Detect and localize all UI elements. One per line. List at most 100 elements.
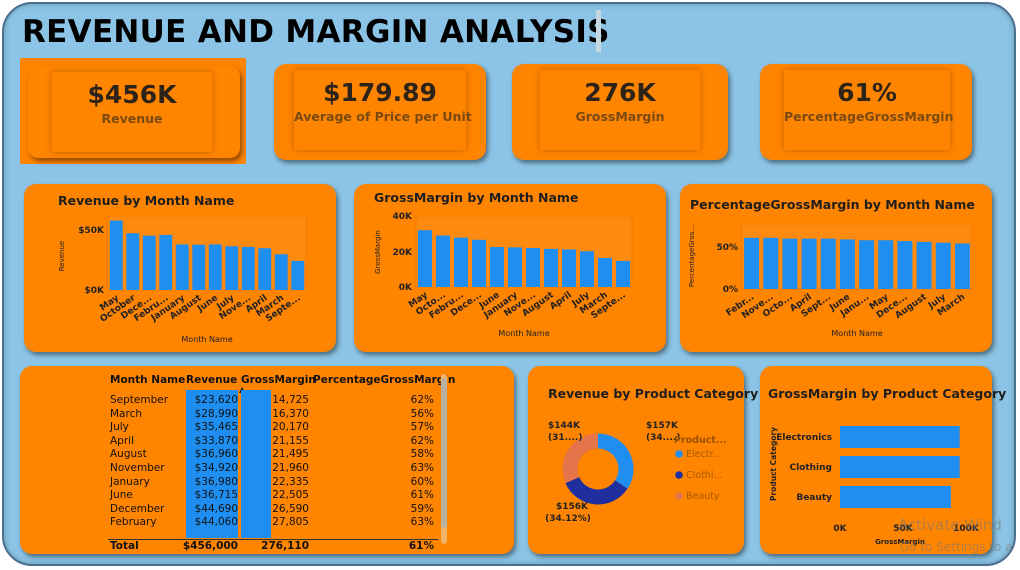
kpi-gross-margin-label: GrossMargin <box>575 109 665 124</box>
header-grossmargin[interactable]: GrossMargin <box>241 374 316 386</box>
hbar-2 <box>840 486 951 508</box>
chart-grossmargin-by-month[interactable]: GrossMargin by Month Name May Octo... Febr… <box>354 184 666 352</box>
cell-month: January <box>110 475 150 488</box>
bar-3 <box>471 239 487 287</box>
bar-6 <box>525 248 541 287</box>
y-tick-label: 0% <box>723 285 738 295</box>
kpi-revenue-value: $456K <box>87 80 177 109</box>
bar-4 <box>820 238 836 289</box>
header-month-name[interactable]: Month Name <box>110 374 186 386</box>
grossmargin-data-bars <box>241 390 271 538</box>
cell-month: August <box>110 448 147 461</box>
cell-month: September <box>110 394 169 406</box>
y-tick-label: 20K <box>393 248 414 258</box>
data-label-value: $144K <box>548 421 581 431</box>
kpi-pct-gross-margin-label: PercentageGrossMargin <box>784 109 954 124</box>
y-tick-label: 0K <box>399 283 413 293</box>
bar-7 <box>543 248 559 287</box>
cell-revenue: $28,990 <box>194 407 238 420</box>
cell-month: February <box>110 516 157 529</box>
bar-2 <box>453 237 469 287</box>
bar-3 <box>159 234 173 290</box>
bar-9 <box>916 241 932 289</box>
chart-revenue-by-category[interactable]: Revenue by Product Category $157K (34....… <box>528 366 758 554</box>
cell-grossmargin: 21,495 <box>272 448 309 461</box>
bar-8 <box>561 249 577 287</box>
bar-10 <box>274 254 288 290</box>
bar-11 <box>954 243 970 289</box>
y-axis-label: Revenue <box>58 241 66 272</box>
kpi-card-pct-gross-margin[interactable]: 61% PercentageGrossMargin <box>760 64 972 160</box>
legend-title: Product... <box>674 435 727 446</box>
donut-slice-1 <box>565 476 628 505</box>
cell-revenue: $36,980 <box>194 475 238 488</box>
chart-revenue-by-month-plot: MayOctoberDece...Febru...JanuaryAugustJu… <box>58 215 307 344</box>
cell-pct-grossmargin: 58% <box>410 448 434 461</box>
bar-1 <box>126 233 140 290</box>
y-tick-label: $0K <box>85 286 106 296</box>
watermark-line1: Activate Wind <box>898 516 1002 534</box>
cell-grossmargin: 22,335 <box>272 475 309 488</box>
x-axis-label: Month Name <box>831 329 882 338</box>
data-label-value: $157K <box>646 421 679 431</box>
cell-pct-grossmargin: 62% <box>410 434 434 447</box>
bar-11 <box>615 260 631 287</box>
table-scrollbar[interactable] <box>441 374 447 544</box>
bar-6 <box>208 244 222 290</box>
legend-label: Electr... <box>686 449 722 460</box>
cell-month: March <box>110 407 143 420</box>
header-pct-grossmargin[interactable]: PercentageGrossMargin <box>313 374 456 386</box>
chart-grossmargin-by-month-plot: MayOcto...Febru...Dece...JuneJanuaryNove… <box>374 212 633 338</box>
bar-10 <box>597 257 613 287</box>
kpi-avg-price-value: $179.89 <box>323 78 437 107</box>
bar-3 <box>801 238 817 289</box>
kpi-card-avg-price[interactable]: $179.89 Average of Price per Unit <box>274 64 486 160</box>
bar-5 <box>839 239 855 289</box>
chart-revenue-by-category-plot: $157K (34....) $156K (34.12%) $144K (31....) P… <box>545 421 727 524</box>
kpi-card-revenue[interactable]: $456K Revenue <box>20 58 246 164</box>
cell-month: Total <box>110 540 139 552</box>
cell-grossmargin: 21,960 <box>272 462 309 474</box>
bar-0 <box>417 230 433 287</box>
header-revenue[interactable]: Revenue <box>186 374 238 386</box>
y-tick-label: $50K <box>78 226 105 236</box>
chart-grossmargin-by-category[interactable]: GrossMargin by Product Category Electron… <box>760 366 1006 554</box>
chart-revenue-by-month[interactable]: Revenue by Month Name May October Dece... F… <box>24 184 336 352</box>
cell-pct-grossmargin: 63% <box>410 462 434 474</box>
cell-month: July <box>110 421 129 434</box>
cell-revenue: $36,715 <box>194 489 238 502</box>
cell-revenue: $44,690 <box>194 502 238 515</box>
cell-grossmargin: 27,805 <box>272 516 309 529</box>
sort-arrow-icon[interactable]: ▲ <box>239 385 245 394</box>
legend-label: Beauty <box>686 491 720 502</box>
chart-grossmargin-by-category-plot: Electronics Clothing Beauty 0K 50K 100K GrossM… <box>769 426 980 546</box>
data-label-pct: (31....) <box>548 433 582 443</box>
chart-pct-margin-by-month-plot: Febr...Nove...Octo...AprilSept...JuneJan… <box>688 223 973 338</box>
kpi-gross-margin-inner: 276K GrossMargin <box>540 70 700 150</box>
cell-month: December <box>110 502 165 515</box>
y-axis-label: Product Category <box>769 427 778 501</box>
bar-4 <box>489 247 505 287</box>
watermark-line2: Go to Settings to a <box>900 540 1013 554</box>
data-label-pct: (34....) <box>646 433 680 443</box>
data-label-pct: (34.12%) <box>545 514 591 524</box>
donut-slice-0 <box>597 433 634 489</box>
hbar-0 <box>840 426 960 448</box>
cell-pct-grossmargin: 56% <box>410 407 434 420</box>
bar-5 <box>192 244 206 290</box>
bar-1 <box>435 235 451 287</box>
chart-grossmargin-by-category-title: GrossMargin by Product Category <box>768 386 1007 401</box>
plot-area <box>741 223 973 290</box>
table-total-row[interactable]: Total $456,000 276,110 61% <box>108 539 438 554</box>
kpi-card-gross-margin[interactable]: 276K GrossMargin <box>512 64 728 160</box>
title-divider <box>596 10 601 52</box>
table-scrollbar-thumb[interactable] <box>441 378 447 528</box>
cell-revenue: $456,000 <box>182 540 238 552</box>
donut-slice-2 <box>562 433 599 484</box>
cell-revenue: $23,620 <box>194 394 238 406</box>
chart-pct-margin-by-month[interactable]: PercentageGrossMargin by Month Name Febr… <box>680 184 992 352</box>
data-label-value: $156K <box>556 502 589 512</box>
kpi-gross-margin-value: 276K <box>584 78 656 107</box>
y-tick-label: Beauty <box>796 493 832 503</box>
y-tick-label: 40K <box>393 212 414 222</box>
